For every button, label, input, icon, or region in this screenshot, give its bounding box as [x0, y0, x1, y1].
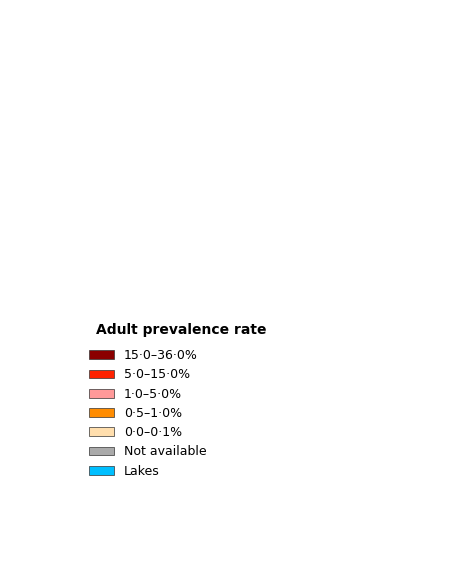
- Text: Adult prevalence rate: Adult prevalence rate: [96, 323, 266, 337]
- Legend: 15·0–36·0%, 5·0–15·0%, 1·0–5·0%, 0·5–1·0%, 0·0–0·1%, Not available, Lakes: 15·0–36·0%, 5·0–15·0%, 1·0–5·0%, 0·5–1·0…: [84, 344, 211, 483]
